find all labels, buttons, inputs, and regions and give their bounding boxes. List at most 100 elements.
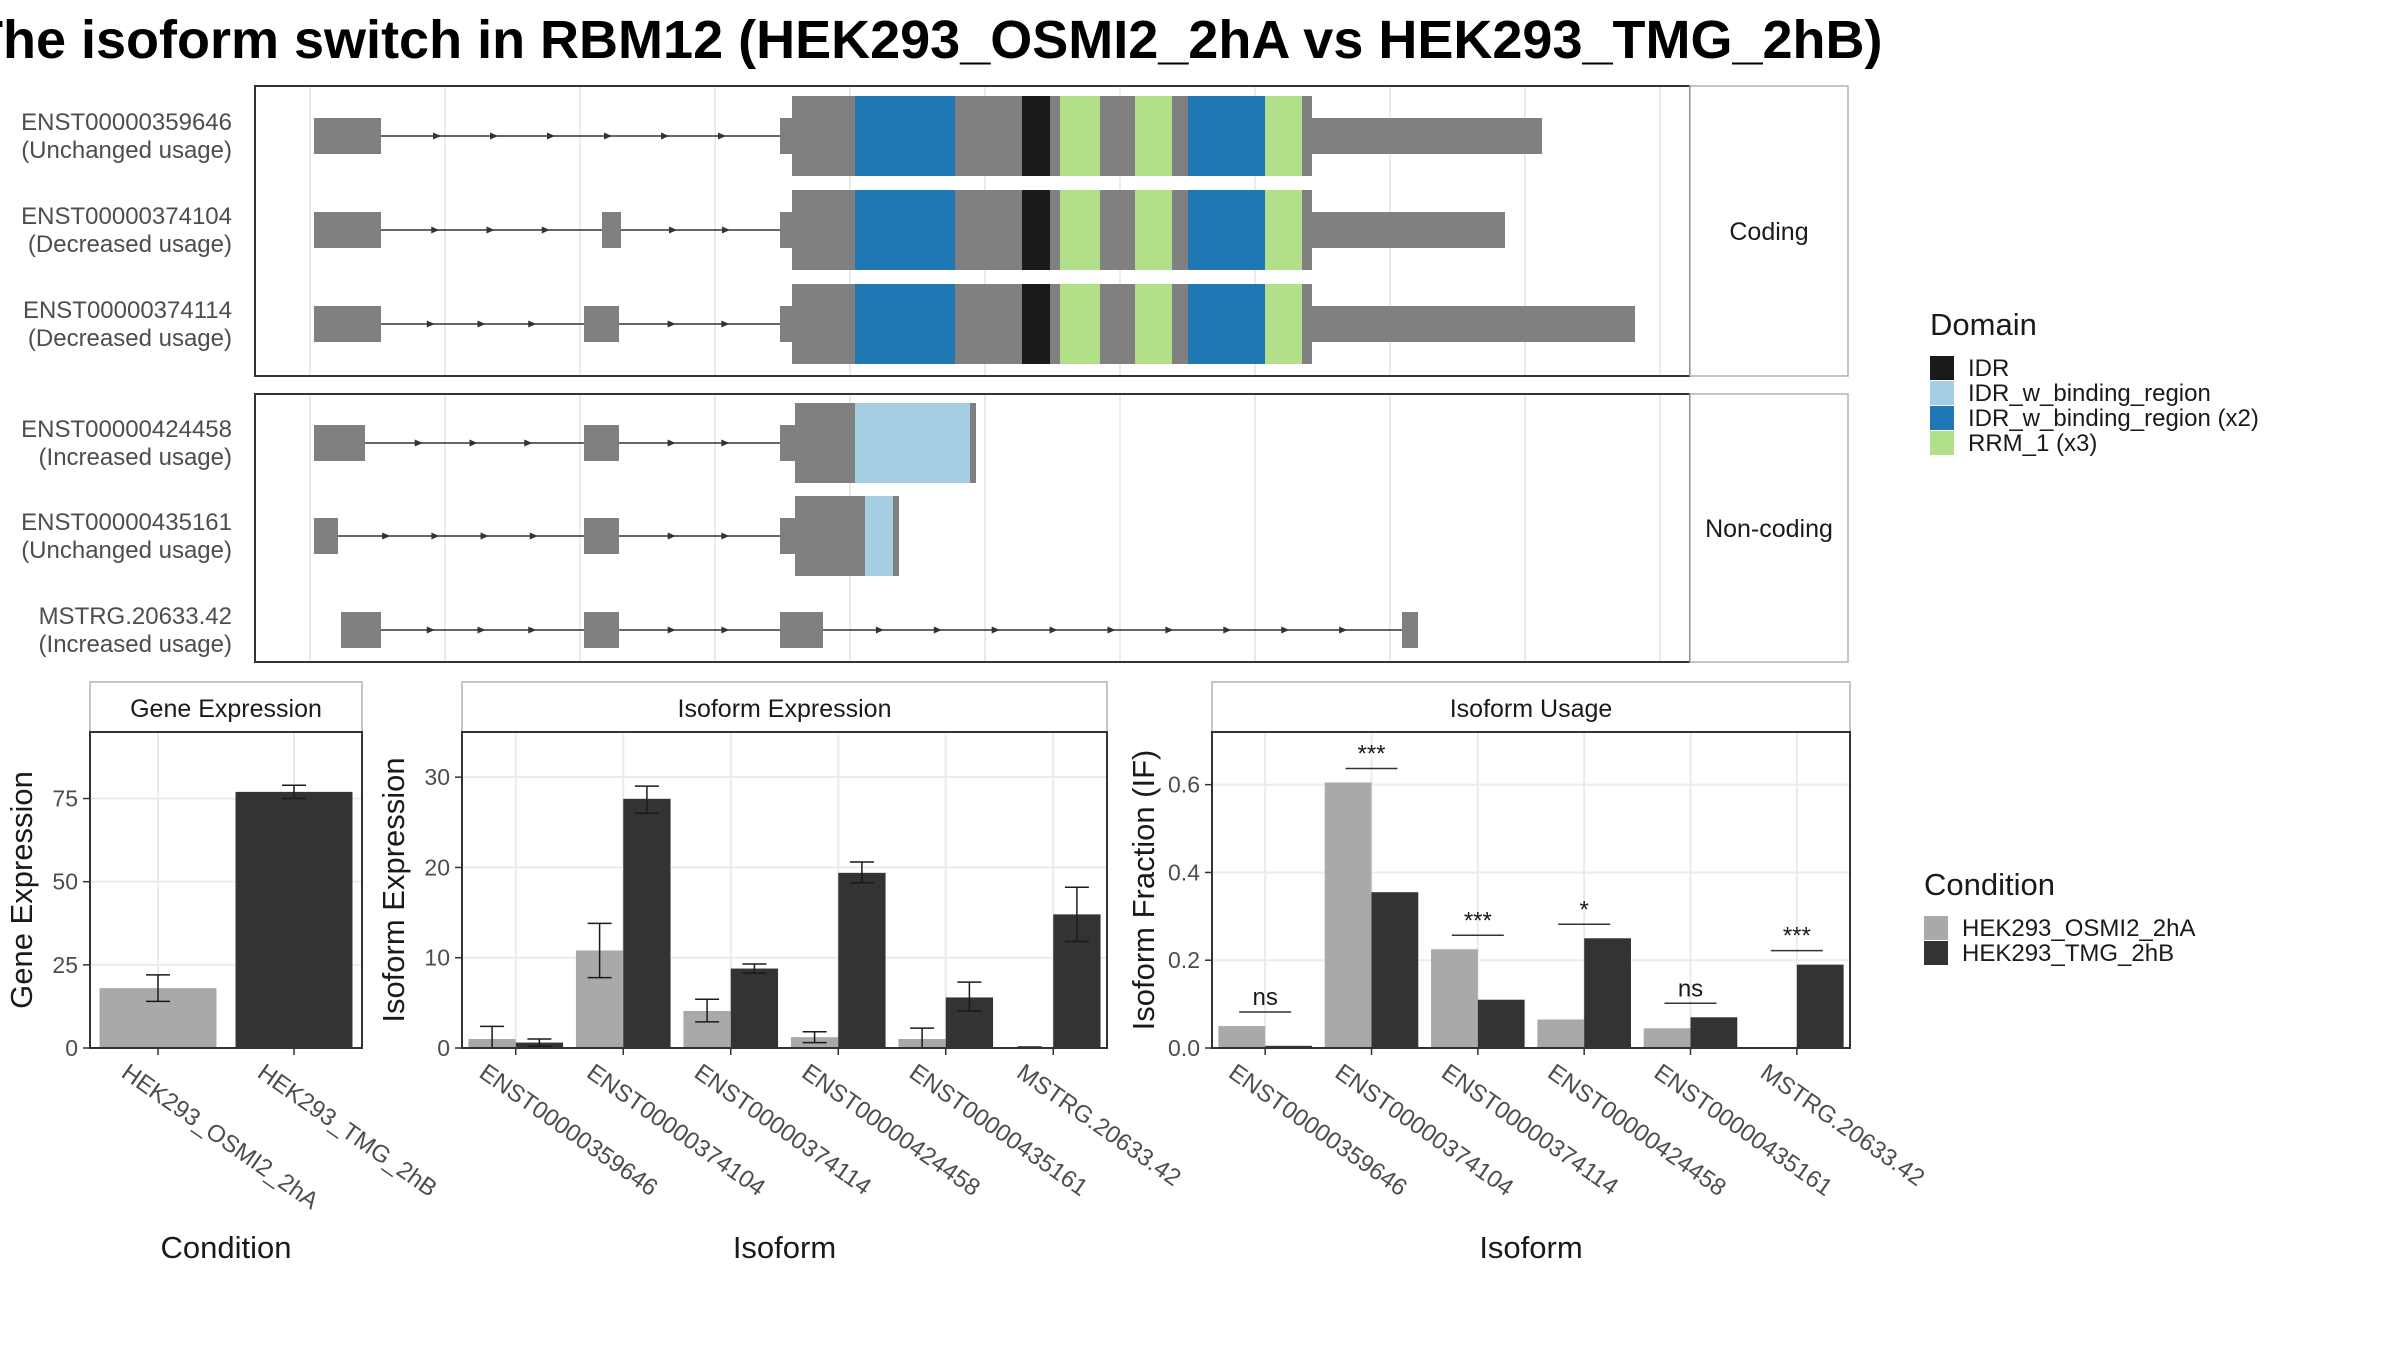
utr-exon — [780, 306, 792, 342]
transcript-usage-label: (Decreased usage) — [28, 325, 232, 352]
bar — [1265, 1045, 1312, 1048]
bar — [730, 968, 779, 1048]
x-tick-label: ENST00000374114 — [1436, 1059, 1623, 1201]
intron-arrow — [661, 132, 669, 140]
cds-exon — [792, 190, 855, 270]
bar — [1537, 1019, 1585, 1048]
intron-arrow — [667, 532, 676, 540]
facet-strip — [1689, 393, 1849, 663]
domain-idr — [1022, 96, 1050, 176]
orf-exon — [970, 403, 976, 483]
domain-idr-binding — [855, 403, 970, 483]
orf-exon — [795, 496, 865, 576]
domain-idr-binding-x2 — [855, 96, 955, 176]
chart-border — [89, 731, 363, 1049]
domain-idr — [1022, 190, 1050, 270]
figure-title: The isoform switch in RBM12 (HEK293_OSMI… — [0, 10, 1883, 70]
exon — [584, 612, 619, 648]
cds-exon — [1302, 96, 1312, 176]
intron-arrow — [1049, 626, 1058, 634]
y-tick-label: 0.4 — [1168, 859, 1200, 885]
y-tick-label: 50 — [52, 869, 78, 895]
y-tick-label: 75 — [52, 786, 78, 812]
exon — [584, 518, 619, 554]
domain-rrm — [1265, 96, 1302, 176]
intron-arrow — [721, 532, 730, 540]
chart-strip — [89, 681, 363, 733]
domain-legend-label: IDR — [1968, 355, 2009, 382]
bar — [1584, 938, 1631, 1048]
utr-exon — [602, 212, 621, 248]
y-axis-title: Isoform Expression — [376, 757, 411, 1022]
domain-rrm — [1060, 284, 1100, 364]
exon — [1402, 612, 1418, 648]
x-tick-label: ENST00000374114 — [689, 1059, 876, 1201]
utr-exon — [314, 118, 381, 154]
facet-strip-label: Non-coding — [1705, 515, 1833, 543]
cds-exon — [1302, 190, 1312, 270]
domain-rrm — [1265, 284, 1302, 364]
domain-idr-binding-x2 — [1188, 190, 1265, 270]
exon — [584, 425, 619, 461]
y-tick-label: 0.0 — [1168, 1035, 1200, 1061]
x-tick-label: ENST00000424458 — [797, 1059, 985, 1202]
bar — [623, 798, 671, 1048]
bar — [1324, 782, 1372, 1048]
domain-legend-swatch — [1930, 406, 1954, 430]
domain-rrm — [1060, 190, 1100, 270]
cds-exon — [792, 96, 855, 176]
orf-exon — [795, 403, 855, 483]
domain-legend-swatch — [1930, 356, 1954, 380]
domain-legend-label: RRM_1 (x3) — [1968, 430, 2097, 457]
intron-arrow — [528, 626, 537, 634]
intron-arrow — [426, 320, 435, 328]
bar — [235, 791, 353, 1048]
domain-idr — [1022, 284, 1050, 364]
transcript-id-label: ENST00000359646 — [21, 109, 232, 136]
intron-arrow — [667, 320, 676, 328]
intron-arrow — [547, 132, 555, 140]
bar — [838, 872, 886, 1048]
intron-arrow — [486, 226, 495, 234]
intron-arrow — [414, 439, 423, 447]
intron-arrow — [721, 626, 730, 634]
transcript-usage-label: (Increased usage) — [39, 444, 232, 471]
x-axis-title: Isoform — [733, 1230, 836, 1265]
transcript-id-label: MSTRG.20633.42 — [39, 603, 232, 630]
significance-label: ns — [1678, 975, 1703, 1002]
domain-idr-binding — [865, 496, 893, 576]
intron-arrow — [1165, 626, 1174, 634]
exon — [314, 425, 365, 461]
exon — [780, 425, 795, 461]
transcript-id-label: ENST00000374114 — [23, 297, 232, 324]
y-axis-title: Gene Expression — [4, 771, 39, 1009]
intron-arrow — [477, 626, 486, 634]
condition-legend-label: HEK293_TMG_2hB — [1962, 940, 2174, 967]
intron-arrow — [382, 532, 391, 540]
isoform-expression-chart: Isoform Expression 0 10 20 30 ENST00000359646… — [376, 681, 1186, 1265]
transcript-id-label: ENST00000435161 — [21, 509, 232, 536]
domain-rrm — [1060, 96, 1100, 176]
transcript-id-label: ENST00000374104 — [21, 203, 232, 230]
y-tick-label: 0 — [437, 1035, 450, 1061]
domain-rrm — [1135, 190, 1172, 270]
domain-idr-binding-x2 — [855, 190, 955, 270]
chart-title: Isoform Usage — [1450, 695, 1613, 723]
significance-label: *** — [1783, 923, 1811, 950]
domain-legend-swatch — [1930, 431, 1954, 455]
y-tick-label: 30 — [424, 764, 450, 790]
y-tick-label: 0.2 — [1168, 947, 1200, 973]
domain-legend: Domain IDRIDR_w_binding_regionIDR_w_bindi… — [1930, 307, 2259, 457]
intron-arrow — [433, 132, 441, 140]
y-tick-label: 20 — [424, 854, 450, 880]
intron-arrow — [524, 439, 533, 447]
bar — [1796, 964, 1844, 1048]
transcript-usage-label: (Increased usage) — [39, 631, 232, 658]
intron-arrow — [875, 626, 884, 634]
chart-border — [1211, 731, 1851, 1049]
chart-title: Isoform Expression — [678, 695, 892, 723]
x-tick-label: ENST00000435161 — [1649, 1059, 1837, 1202]
intron-arrow — [667, 439, 676, 447]
bar — [1643, 1028, 1691, 1048]
